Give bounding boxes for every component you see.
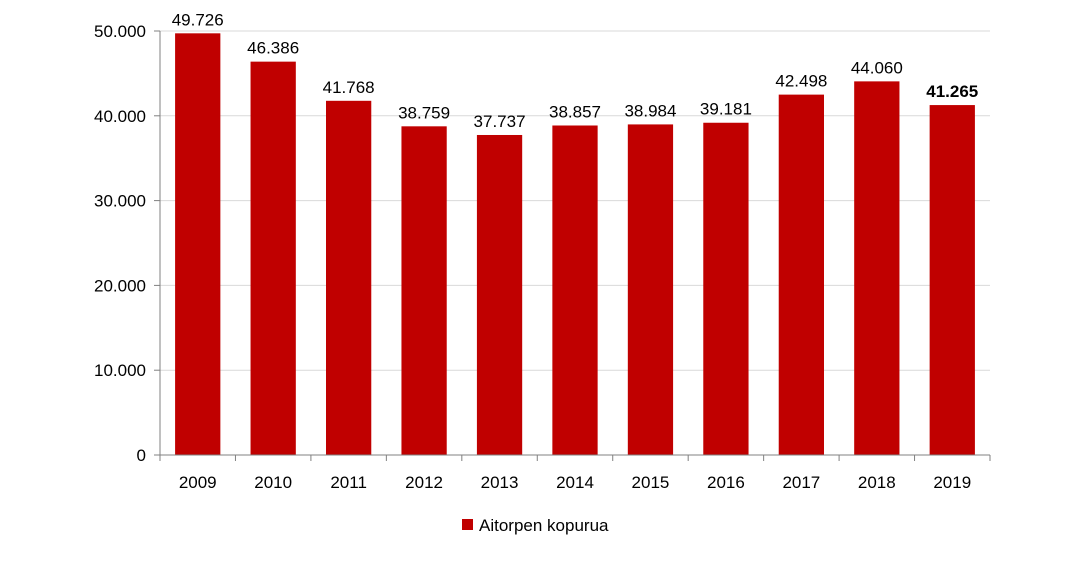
bar bbox=[401, 126, 447, 456]
data-label: 42.498 bbox=[775, 72, 827, 91]
bar bbox=[476, 134, 523, 455]
bar bbox=[854, 81, 900, 455]
y-tick-label: 0 bbox=[137, 446, 146, 465]
x-tick-label: 2016 bbox=[707, 473, 745, 492]
x-tick-label: 2011 bbox=[330, 473, 367, 492]
data-label: 37.737 bbox=[474, 112, 526, 131]
x-tick-label: 2012 bbox=[405, 473, 443, 492]
data-label: 49.726 bbox=[172, 10, 224, 29]
bar bbox=[929, 105, 975, 455]
bars bbox=[175, 33, 975, 456]
data-labels: 49.726 46.386 41.768 38.759 37.737 38.857 38.9… bbox=[172, 10, 979, 131]
legend-label: Aitorpen kopurua bbox=[479, 516, 609, 535]
bar bbox=[552, 125, 598, 455]
data-label: 44.060 bbox=[851, 58, 903, 77]
data-label: 41.265 bbox=[926, 82, 978, 101]
axes: 0 10.000 20.000 30.000 40.000 50.000 2009 2010 2… bbox=[94, 22, 991, 492]
x-tick-label: 2017 bbox=[782, 473, 820, 492]
legend: Aitorpen kopurua bbox=[462, 516, 609, 535]
bar bbox=[175, 33, 221, 456]
y-tick-label: 20.000 bbox=[94, 276, 146, 295]
x-tick-label: 2009 bbox=[179, 473, 217, 492]
x-tick-label: 2019 bbox=[933, 473, 971, 492]
x-tick-label: 2015 bbox=[632, 473, 670, 492]
bar bbox=[326, 100, 372, 455]
y-tick-label: 50.000 bbox=[94, 22, 146, 41]
y-tick-label: 10.000 bbox=[94, 361, 146, 380]
data-label: 38.984 bbox=[624, 101, 676, 120]
bar bbox=[250, 61, 296, 455]
x-tick-label: 2014 bbox=[556, 473, 594, 492]
x-tick-label: 2018 bbox=[858, 473, 896, 492]
bar bbox=[703, 122, 749, 455]
bar bbox=[778, 94, 824, 456]
y-tick-label: 40.000 bbox=[94, 107, 146, 126]
data-label: 38.857 bbox=[549, 102, 601, 121]
y-tick-label: 30.000 bbox=[94, 192, 146, 211]
data-label: 39.181 bbox=[700, 100, 752, 119]
data-label: 46.386 bbox=[247, 39, 299, 58]
x-tick-label: 2013 bbox=[481, 473, 519, 492]
legend-swatch bbox=[462, 519, 473, 530]
x-tick-label: 2010 bbox=[254, 473, 292, 492]
data-label: 41.768 bbox=[323, 78, 375, 97]
bar bbox=[627, 124, 674, 455]
data-label: 38.759 bbox=[398, 103, 450, 122]
